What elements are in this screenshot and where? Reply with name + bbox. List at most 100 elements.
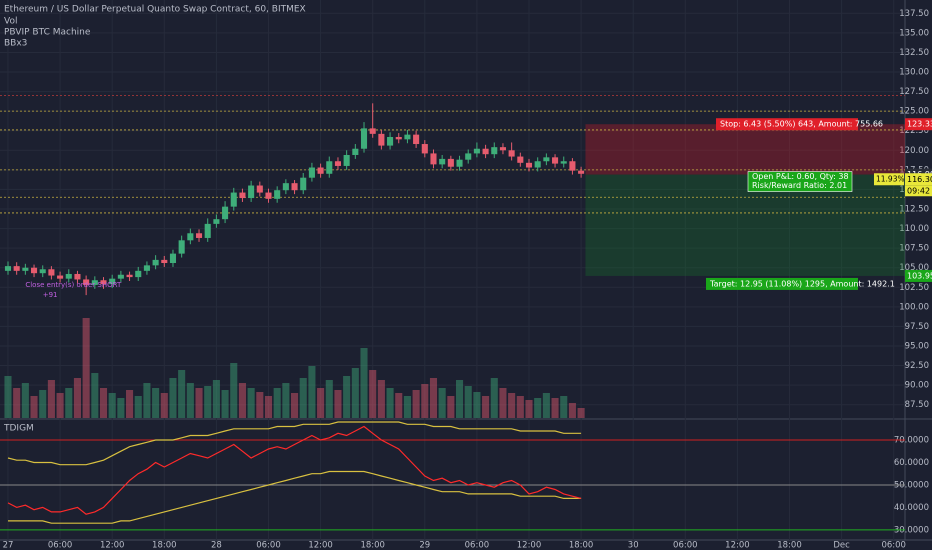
candle-body: [135, 270, 142, 278]
volume-bar: [542, 393, 550, 418]
volume-bar: [126, 390, 134, 418]
target-zone: [585, 174, 905, 276]
volume-bar: [256, 392, 264, 418]
candle-body: [421, 144, 428, 154]
x-tick-label: 12:00: [725, 541, 750, 550]
volume-bar: [343, 376, 351, 418]
volume-bar: [490, 378, 498, 418]
candle-body: [187, 233, 194, 241]
volume-bar: [108, 393, 116, 418]
y-tick-label: 130.00: [899, 68, 929, 78]
volume-bar: [282, 383, 290, 418]
x-tick-label: 06:00: [256, 541, 281, 550]
volume-bar: [73, 378, 81, 418]
candle-body: [430, 153, 437, 165]
candle-body: [534, 161, 541, 168]
change-text: 11.93%: [876, 174, 905, 183]
x-tick-label: 06:00: [673, 541, 698, 550]
y-tick-label: 60.0000: [894, 458, 929, 468]
volume-bar: [13, 388, 21, 418]
x-tick-label: 18:00: [152, 541, 177, 550]
annotation: Close entry(s) order SHORT: [25, 281, 122, 289]
volume-bar: [134, 396, 142, 418]
y-tick-label: 50.0000: [894, 480, 929, 490]
volume-bar: [377, 380, 385, 418]
volume-bar: [499, 388, 507, 418]
y-tick-label: 90.00: [905, 381, 929, 391]
volume-bar: [212, 380, 220, 418]
volume-bar: [508, 393, 516, 418]
volume-bar: [325, 380, 333, 418]
candle-body: [569, 161, 576, 171]
candle-body: [100, 280, 107, 285]
volume-bar: [204, 386, 212, 418]
volume-bar: [534, 398, 542, 418]
volume-bar: [421, 384, 429, 418]
volume-bar: [160, 393, 168, 418]
indicator-line: [7, 421, 582, 466]
volume-bar: [560, 396, 568, 418]
candle-body: [508, 150, 515, 157]
candle-body: [13, 266, 20, 271]
volume-bar: [551, 398, 559, 418]
candle-body: [578, 170, 585, 174]
candle-body: [517, 156, 524, 163]
volume-bar: [525, 400, 533, 418]
candle-body: [352, 148, 359, 155]
y-tick-label: 70.0000: [894, 436, 929, 446]
x-tick-label: 18:00: [360, 541, 385, 550]
candle-body: [248, 185, 255, 199]
candle-body: [91, 280, 98, 285]
candle-body: [491, 147, 498, 155]
candle-body: [195, 233, 203, 238]
candle-body: [222, 206, 229, 220]
x-tick-label: 30: [628, 541, 639, 550]
volume-bar: [291, 393, 299, 418]
candle-body: [439, 158, 446, 165]
volume-bar: [455, 380, 464, 418]
volume-bar: [447, 396, 455, 418]
volume-bar: [4, 376, 12, 418]
volume-bar: [299, 378, 307, 418]
volume-bar: [47, 380, 55, 418]
candle-body: [413, 134, 420, 145]
candle-body: [543, 157, 550, 162]
indicator-name: PBVIP BTC Machine: [4, 28, 91, 38]
candle-body: [334, 161, 342, 166]
volume-bar: [429, 378, 438, 418]
y-tick-label: 97.50: [905, 322, 929, 332]
candle-body: [109, 278, 116, 285]
y-tick-label: 40.0000: [894, 503, 929, 513]
annotation: +91: [43, 291, 58, 299]
volume-bar: [369, 370, 377, 418]
volume-bar: [264, 396, 273, 418]
candle-body: [83, 279, 90, 285]
x-tick-label: 06:00: [48, 541, 73, 550]
volume-bar: [195, 388, 203, 418]
candle-body: [265, 192, 272, 199]
x-tick-label: 28: [211, 541, 222, 550]
y-tick-label: 105.00: [899, 263, 929, 273]
candle-body: [360, 128, 368, 149]
volume-bar: [464, 386, 472, 418]
volume-bar: [308, 366, 316, 418]
y-tick-label: 122.50: [899, 126, 929, 136]
candle-body: [117, 274, 124, 279]
candle-body: [499, 147, 506, 151]
pnl-box: [747, 171, 853, 192]
volume-bar: [178, 370, 186, 418]
volume-bar: [56, 393, 64, 418]
candle-body: [369, 128, 376, 134]
price-label-box: [905, 269, 932, 282]
x-tick-label: 18:00: [569, 541, 594, 550]
candle-body: [308, 167, 315, 178]
candle-body: [404, 134, 411, 140]
volume-bar: [82, 318, 90, 418]
x-tick-label: 29: [419, 541, 430, 550]
volume-bar: [99, 388, 108, 418]
candle-body: [274, 190, 281, 199]
volume-bar: [568, 403, 576, 418]
candle-body: [65, 273, 72, 279]
candle-body: [57, 275, 64, 279]
